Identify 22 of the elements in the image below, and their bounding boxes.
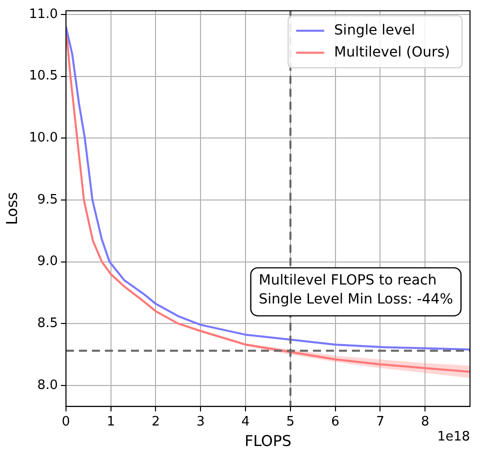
x-tick-label: 2	[152, 414, 160, 430]
text: 1e18	[437, 429, 470, 444]
y-tick-label: 10.5	[28, 68, 58, 84]
x-axis-title: FLOPS	[244, 432, 292, 450]
x-tick-label: 8	[420, 414, 430, 430]
x-tick-label: 6	[331, 414, 340, 430]
y-tick-label: 9.5	[37, 192, 58, 208]
x-tick-label: 1	[106, 414, 115, 430]
legend-label: Multilevel (Ours)	[334, 44, 450, 60]
x-tick-label: 3	[196, 414, 205, 430]
y-tick-label: 9.0	[37, 254, 58, 270]
y-axis-title: Loss	[2, 192, 21, 226]
annotation: Multilevel FLOPS to reach Single Level Min Loss: -44%	[258, 272, 454, 308]
x-tick-label: 0	[62, 414, 70, 430]
x-tick-label: 7	[376, 414, 384, 430]
y-tick-label: 10.0	[28, 130, 58, 146]
y-tick-label: 11.0	[28, 6, 58, 22]
legend-label: Single level	[334, 22, 415, 38]
y-tick-label: 8.5	[37, 316, 58, 331]
x-tick-label: 4	[241, 414, 250, 430]
y-tick-label: 8.0	[37, 378, 58, 393]
x-tick-label: 5	[286, 414, 295, 430]
